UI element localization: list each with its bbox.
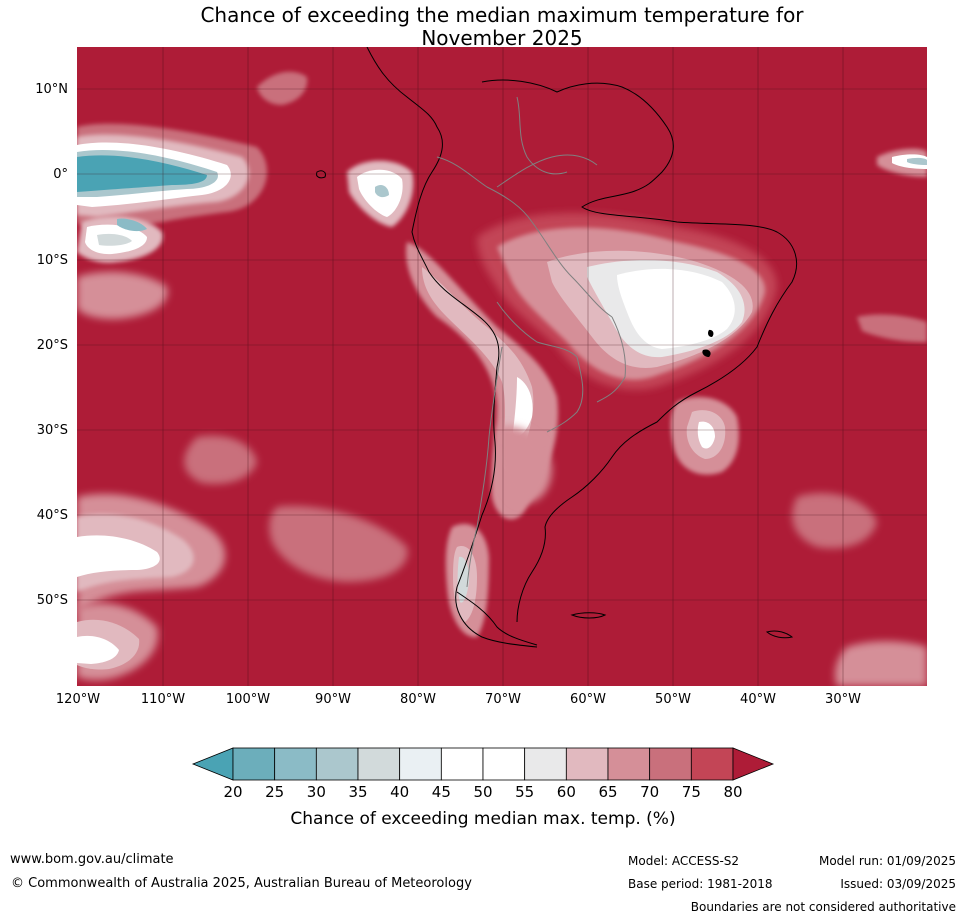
colorbar-under-arrow xyxy=(191,747,234,781)
lat-label-30s: 30°S xyxy=(36,423,68,438)
map-area[interactable] xyxy=(77,47,927,686)
footer-disclaimer: Boundaries are not considered authoritat… xyxy=(690,900,956,914)
colorbar-segment xyxy=(315,747,359,781)
footer-copyright: © Commonwealth of Australia 2025, Austra… xyxy=(11,876,472,891)
map-title: Chance of exceeding the median maximum t… xyxy=(77,4,927,50)
colorbar-segment xyxy=(274,747,317,781)
title-line-1: Chance of exceeding the median maximum t… xyxy=(200,3,804,27)
colorbar-tick-label: 80 xyxy=(723,783,743,801)
colorbar-tick-label: 30 xyxy=(306,783,326,801)
southwest-anomaly xyxy=(77,435,927,686)
colorbar-segment xyxy=(399,747,442,781)
footer-base-period: Base period: 1981-2018 xyxy=(628,877,773,891)
colorbar-segment xyxy=(232,747,276,781)
lon-label-30w: 30°W xyxy=(825,692,861,707)
lat-label-50s: 50°S xyxy=(36,593,68,608)
colorbar-tick-label: 70 xyxy=(640,783,660,801)
coastlines xyxy=(316,47,798,648)
colorbar-title: Chance of exceeding median max. temp. (%… xyxy=(290,809,676,829)
colorbar-tick-label: 35 xyxy=(348,783,368,801)
colorbar-over-arrow xyxy=(732,747,775,781)
colorbar-tick-label: 65 xyxy=(598,783,618,801)
brazil-anomaly xyxy=(477,213,777,390)
lon-label-110w: 110°W xyxy=(140,692,186,707)
footer-model: Model: ACCESS-S2 xyxy=(628,854,740,868)
colorbar-segment xyxy=(440,747,484,781)
lon-label-70w: 70°W xyxy=(485,692,521,707)
colorbar-legend xyxy=(190,747,776,783)
lon-label-80w: 80°W xyxy=(400,692,436,707)
colorbar-segment xyxy=(607,747,651,781)
footer-website[interactable]: www.bom.gov.au/climate xyxy=(10,852,174,867)
lon-label-50w: 50°W xyxy=(655,692,691,707)
lat-label-0: 0° xyxy=(53,167,68,182)
lon-label-40w: 40°W xyxy=(740,692,776,707)
andes-anomaly xyxy=(406,242,558,520)
colorbar-segment xyxy=(524,747,567,781)
colorbar-segment xyxy=(357,747,401,781)
colorbar-segment xyxy=(690,747,734,781)
galapagos-anomaly xyxy=(347,160,414,227)
land-markers xyxy=(702,329,714,357)
north-patches xyxy=(257,71,927,343)
pacific-anomaly xyxy=(77,123,267,320)
lat-label-20s: 20°S xyxy=(36,338,68,353)
colorbar-tick-label: 25 xyxy=(265,783,285,801)
atlantic-anomaly xyxy=(670,397,739,475)
graticule xyxy=(77,47,927,686)
colorbar-segment xyxy=(649,747,692,781)
country-borders xyxy=(436,96,626,588)
lat-label-10n: 10°N xyxy=(35,82,68,97)
footer-model-run: Model run: 01/09/2025 xyxy=(818,854,956,868)
lat-label-40s: 40°S xyxy=(36,508,68,523)
lon-label-120w: 120°W xyxy=(55,692,101,707)
colorbar-tick-label: 45 xyxy=(431,783,451,801)
colorbar-tick-label: 20 xyxy=(223,783,243,801)
lon-label-60w: 60°W xyxy=(570,692,606,707)
colorbar-tick-label: 55 xyxy=(515,783,535,801)
colorbar-tick-label: 50 xyxy=(473,783,493,801)
colorbar-segment xyxy=(482,747,526,781)
colorbar-segment xyxy=(565,747,609,781)
colorbar-tick-label: 75 xyxy=(681,783,701,801)
lon-label-100w: 100°W xyxy=(225,692,271,707)
footer-issued: Issued: 03/09/2025 xyxy=(840,877,956,891)
colorbar-tick-label: 60 xyxy=(556,783,576,801)
lon-label-90w: 90°W xyxy=(315,692,351,707)
title-line-2: November 2025 xyxy=(421,26,583,50)
colorbar-tick-label: 40 xyxy=(390,783,410,801)
lat-label-10s: 10°S xyxy=(36,253,68,268)
